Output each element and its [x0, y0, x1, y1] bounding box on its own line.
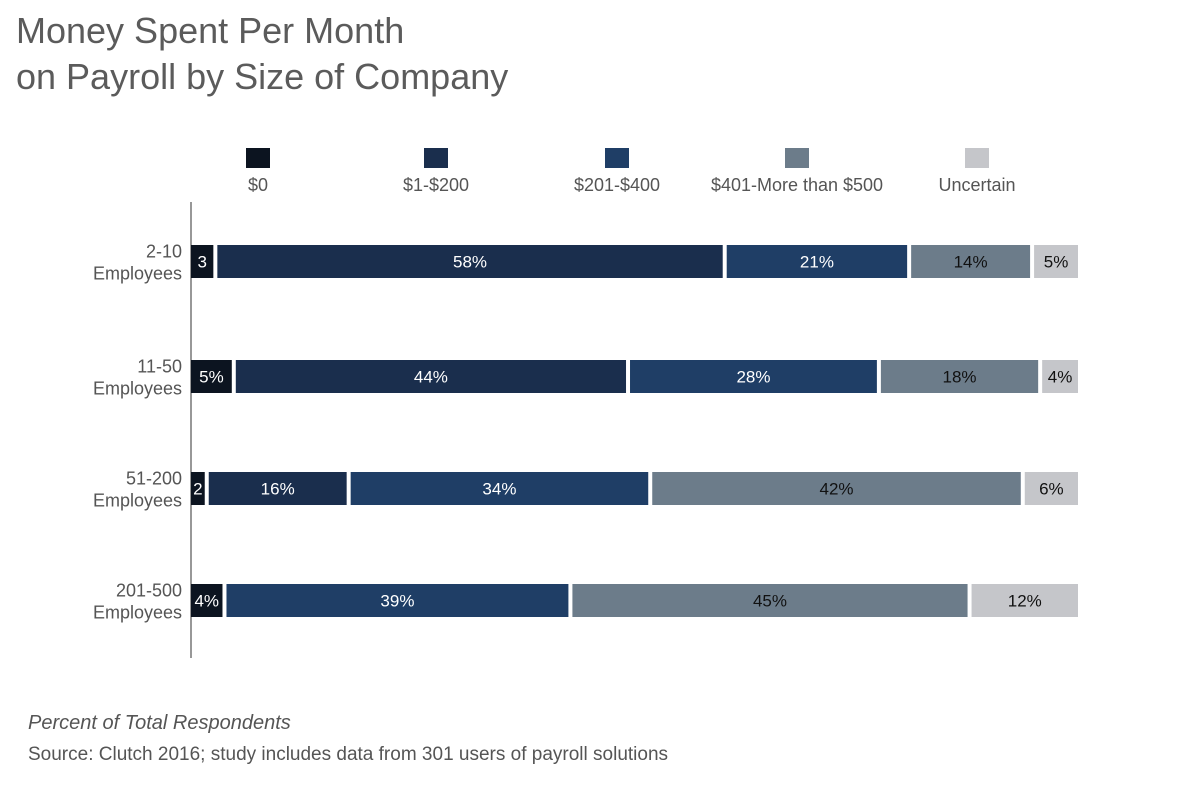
data-label: 28%: [736, 368, 770, 387]
chart-title-line-1: Money Spent Per Month: [16, 10, 405, 51]
chart-title: Money Spent Per Month on Payroll by Size…: [16, 8, 508, 100]
data-label: 58%: [453, 253, 487, 272]
chart-source: Source: Clutch 2016; study includes data…: [28, 744, 669, 765]
bar-segment: [235, 360, 627, 393]
bar-segment: [1024, 472, 1078, 505]
data-label: 34%: [482, 480, 516, 499]
category-label: 51-200: [126, 469, 182, 489]
legend-label: $1-$200: [403, 175, 469, 195]
bar-segment: [880, 360, 1039, 393]
category-label: 201-500: [116, 581, 182, 601]
bar-segment: [208, 472, 347, 505]
bar-segment: [1042, 360, 1078, 393]
legend-label: $201-$400: [574, 175, 660, 195]
bar-segment: [350, 472, 649, 505]
legend-swatch: [605, 148, 629, 168]
data-label: 18%: [943, 368, 977, 387]
legend-swatch: [246, 148, 270, 168]
legend-swatch: [424, 148, 448, 168]
data-label: 2: [193, 480, 202, 499]
legend-label: Uncertain: [938, 175, 1015, 195]
bar-segment: [652, 472, 1021, 505]
chart-title-line-2: on Payroll by Size of Company: [16, 56, 509, 97]
data-label: 45%: [753, 592, 787, 611]
category-label: Employees: [93, 264, 182, 284]
bar-segment: [217, 245, 723, 278]
bar-segment: [191, 472, 205, 505]
bar-segment: [226, 584, 569, 617]
stacked-bar-chart: $0 $1-$200 $201-$400 $401-More than $500 Unc…: [93, 148, 1078, 658]
data-label: 44%: [414, 368, 448, 387]
bar-segment: [191, 360, 232, 393]
category-label: 2-10: [146, 242, 182, 262]
data-label: 5%: [199, 368, 224, 387]
bar-segment: [911, 245, 1031, 278]
data-label: 21%: [800, 253, 834, 272]
bar-segment: [971, 584, 1078, 617]
bar-segment: [191, 584, 223, 617]
category-label: Employees: [93, 491, 182, 511]
data-label: 39%: [380, 592, 414, 611]
legend-label: $0: [248, 175, 268, 195]
data-label: 12%: [1008, 592, 1042, 611]
category-label: Employees: [93, 379, 182, 399]
category-label: 11-50: [137, 357, 182, 377]
legend-swatch: [785, 148, 809, 168]
legend-label: $401-More than $500: [711, 175, 883, 195]
data-label: 14%: [954, 253, 988, 272]
bar-segment: [726, 245, 908, 278]
legend-swatch: [965, 148, 989, 168]
bar-segment: [1034, 245, 1078, 278]
data-label: 4%: [194, 592, 219, 611]
bar-segment: [191, 245, 214, 278]
data-label: 6%: [1039, 480, 1064, 499]
bar-segment: [630, 360, 877, 393]
data-label: 4%: [1048, 368, 1073, 387]
data-label: 3: [197, 253, 206, 272]
bar-segment: [572, 584, 968, 617]
data-label: 42%: [819, 480, 853, 499]
data-label: 16%: [261, 480, 295, 499]
chart-footnote: Percent of Total Respondents: [28, 712, 291, 734]
data-label: 5%: [1044, 253, 1069, 272]
category-label: Employees: [93, 603, 182, 623]
